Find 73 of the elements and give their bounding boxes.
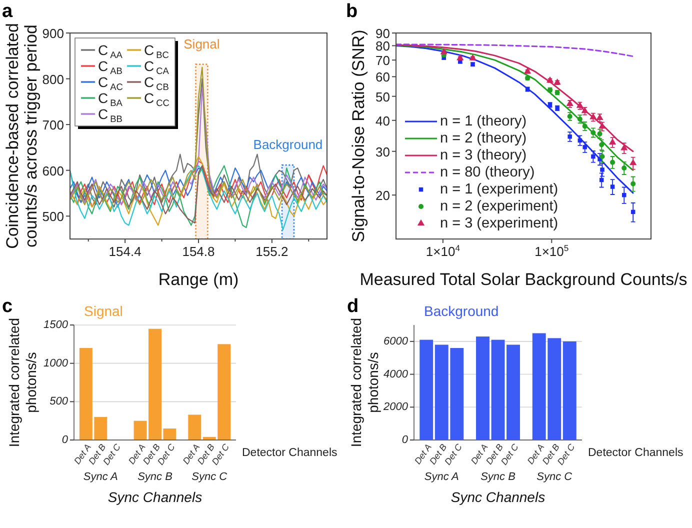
x-tick-label: 1×10$^{5}$	[534, 243, 569, 259]
y-tick-label: 60	[376, 69, 390, 84]
y-tick-label: 70	[376, 52, 390, 68]
legend-label: C$_{AB}$	[98, 58, 122, 76]
y-tick-label: 40	[376, 112, 390, 128]
bar	[562, 341, 576, 440]
x-tick-label: 154.8	[182, 244, 215, 259]
y-tick-label: 2000	[382, 401, 409, 414]
chart-subtitle: Background	[424, 303, 499, 319]
legend-label: C$_{BA}$	[98, 90, 124, 108]
x-axis-title: Sync Channels	[108, 489, 202, 505]
legend-label: n = 2 (experiment)	[440, 198, 558, 214]
legend-label: n = 80 (theory)	[440, 164, 535, 180]
y-tick-label: 20	[376, 188, 390, 203]
bar	[420, 340, 434, 440]
y-axis-title: Integrated correlated photons/s	[6, 318, 39, 448]
legend-label: C$_{BB}$	[98, 106, 122, 124]
chart-title: c	[2, 296, 13, 317]
y-axis-title: Coincidence-based correlated counts/s across trigger period	[2, 23, 40, 249]
x-tick-label: Sync B	[138, 471, 172, 483]
legend-label: C$_{BC}$	[144, 42, 170, 60]
chart-title: d	[347, 296, 359, 317]
bar	[188, 414, 202, 440]
x-tick-label: 155.2	[256, 244, 288, 259]
y-tick-label: 700	[42, 117, 64, 132]
legend-title: Detector Channels	[588, 447, 684, 459]
y-axis-title: Signal-to-Noise Ratio (SNR)	[348, 30, 368, 242]
bar	[506, 344, 520, 440]
legend-title: Detector Channels	[242, 447, 338, 459]
y-tick-label: 0	[402, 434, 409, 446]
legend-label: n = 1 (theory)	[440, 114, 527, 130]
x-axis-title: Range (m)	[158, 270, 239, 289]
x-tick-label: Sync A	[83, 471, 118, 483]
y-tick-label: 800	[42, 71, 64, 86]
line-series	[70, 156, 327, 226]
bar	[476, 336, 490, 440]
legend-label: n = 3 (theory)	[440, 148, 527, 164]
y-tick-label: 30	[376, 144, 390, 159]
y-tick-label: 500	[50, 396, 69, 408]
y-tick-label: 1500	[44, 319, 69, 331]
x-axis-title: Measured Total Solar Background Counts/s	[360, 270, 688, 289]
y-axis-title: Integrated correlated photons/s	[348, 318, 381, 448]
y-tick-label: 4000	[384, 368, 409, 380]
y-tick-label: 600	[42, 162, 64, 178]
y-tick-label: 50	[376, 88, 390, 104]
legend-label: C$_{AA}$	[98, 42, 124, 60]
legend-label: C$_{CA}$	[144, 58, 170, 76]
legend-label: C$_{CB}$	[144, 74, 169, 92]
bar	[491, 340, 505, 440]
band-label: Background	[253, 137, 323, 152]
x-tick-label: Sync B	[480, 471, 516, 483]
band-label: Signal	[184, 36, 220, 52]
y-tick-label: 6000	[384, 335, 409, 348]
legend-label: n = 2 (theory)	[440, 130, 527, 146]
legend-label: C$_{AC}$	[98, 74, 124, 92]
legend-label: C$_{CC}$	[144, 90, 170, 108]
y-tick-label: 1000	[44, 357, 69, 370]
y-tick-label: 500	[42, 208, 64, 224]
x-tick-label: 1×10$^{4}$	[426, 243, 460, 259]
legend-label: n = 3 (experiment)	[440, 216, 558, 232]
y-tick-label: 80	[376, 38, 390, 54]
chart-title: a	[2, 1, 13, 22]
x-tick-label: Sync C	[192, 471, 228, 483]
x-axis-title: Sync Channels	[450, 489, 546, 505]
chart-subtitle: Signal	[84, 303, 123, 319]
x-tick-label: Sync C	[536, 471, 572, 483]
chart-title: b	[346, 1, 358, 22]
y-tick-label: 90	[376, 26, 390, 40]
legend-label: n = 1 (experiment)	[440, 182, 558, 198]
x-tick-label: Sync A	[424, 471, 459, 483]
y-tick-label: 900	[42, 26, 64, 40]
y-tick-label: 0	[62, 434, 69, 446]
x-tick-label: 154.4	[108, 244, 142, 259]
